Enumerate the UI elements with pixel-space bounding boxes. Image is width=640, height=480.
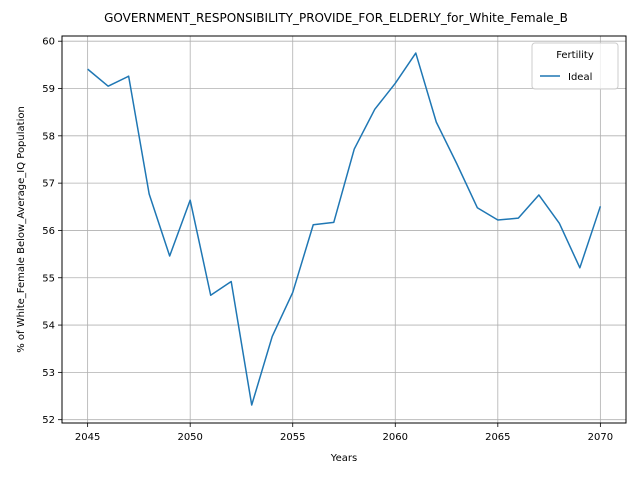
x-tick-label: 2070 (588, 432, 613, 443)
legend-label: Ideal (568, 72, 592, 83)
x-tick-label: 2065 (485, 432, 510, 443)
y-tick-label: 53 (42, 368, 55, 379)
y-tick-label: 52 (42, 415, 55, 426)
y-axis-title: % of White_Female Below_Average_IQ Popul… (16, 106, 27, 353)
legend: Fertility Ideal (532, 43, 618, 89)
y-tick-label: 60 (42, 37, 55, 48)
y-tick-label: 55 (42, 273, 55, 284)
x-tick-label: 2050 (177, 432, 202, 443)
x-tick-label: 2045 (75, 432, 100, 443)
x-tick-label: 2055 (280, 432, 305, 443)
y-tick-label: 54 (42, 321, 55, 332)
y-tick-label: 58 (42, 131, 55, 142)
legend-title: Fertility (556, 50, 594, 61)
y-tick-label: 57 (42, 179, 55, 190)
y-tick-label: 56 (42, 226, 55, 237)
y-tick-label: 59 (42, 84, 55, 95)
x-tick-label: 2060 (383, 432, 408, 443)
chart-title: GOVERNMENT_RESPONSIBILITY_PROVIDE_FOR_EL… (104, 11, 568, 25)
x-axis-title: Years (330, 453, 357, 464)
